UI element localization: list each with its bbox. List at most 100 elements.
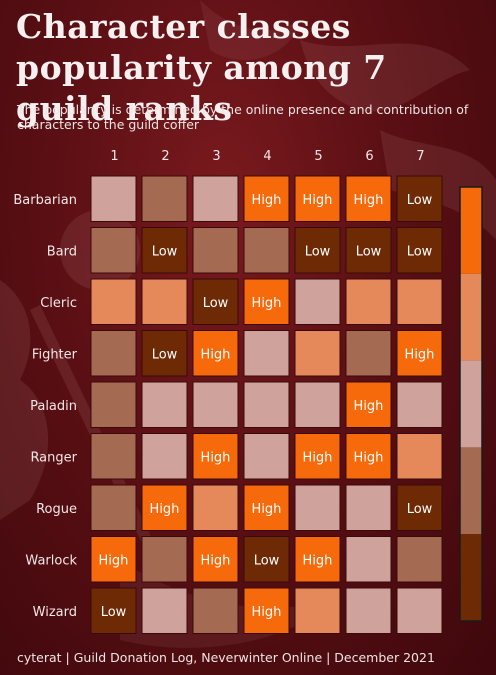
legend-segment [460, 534, 482, 621]
heatmap-cell [345, 484, 392, 531]
heatmap-cell [345, 227, 392, 274]
x-tick-label: 5 [314, 149, 322, 164]
heatmap-cell [243, 227, 290, 274]
heatmap-cell [192, 587, 239, 634]
heatmap-cell [192, 536, 239, 583]
heatmap-cell [396, 536, 443, 583]
data-label: High [252, 296, 282, 311]
legend-segment [460, 273, 482, 361]
heatmap-cell [90, 381, 137, 428]
y-tick-label: Ranger [30, 450, 77, 465]
heatmap-cell [192, 330, 239, 377]
x-tick-label: 3 [212, 149, 220, 164]
data-label: Low [152, 347, 178, 362]
y-tick-label: Warlock [25, 553, 77, 568]
heatmap-cell [243, 536, 290, 583]
data-label: High [99, 553, 129, 568]
x-tick-label: 1 [110, 149, 118, 164]
data-label: High [201, 553, 231, 568]
heatmap-cell [90, 536, 137, 583]
data-label: High [252, 502, 282, 517]
heatmap-cell [192, 175, 239, 222]
heatmap-cell [243, 330, 290, 377]
heatmap-cell [396, 381, 443, 428]
heatmap-cell [141, 381, 188, 428]
heatmap-cell [90, 227, 137, 274]
heatmap-cell [243, 278, 290, 325]
heatmap-cell [90, 330, 137, 377]
heatmap-cell [345, 278, 392, 325]
heatmap-cell [294, 381, 341, 428]
y-tick-label: Bard [47, 244, 77, 259]
y-tick-label: Wizard [33, 605, 77, 620]
heatmap-cell [243, 433, 290, 480]
heatmap-cell [294, 433, 341, 480]
data-label: High [252, 605, 282, 620]
data-label: High [405, 347, 435, 362]
heatmap-cell [294, 175, 341, 222]
data-label: High [303, 450, 333, 465]
heatmap-cell [294, 484, 341, 531]
heatmap-cell [90, 587, 137, 634]
heatmap-cell [243, 484, 290, 531]
data-label: Low [407, 244, 433, 259]
x-tick-label: 4 [263, 149, 271, 164]
heatmap-cell [141, 227, 188, 274]
data-label: High [303, 553, 333, 568]
data-label: High [201, 347, 231, 362]
heatmap-cell [141, 484, 188, 531]
heatmap-cell [345, 433, 392, 480]
data-label: High [150, 502, 180, 517]
y-tick-label: Cleric [40, 296, 77, 311]
y-tick-label: Paladin [30, 399, 77, 414]
heatmap-cell [90, 484, 137, 531]
chart-subtitle: The popularity is determined by the onli… [17, 102, 469, 132]
data-label: High [354, 193, 384, 208]
heatmap-cell [243, 175, 290, 222]
data-label: High [252, 193, 282, 208]
heatmap-cell [90, 278, 137, 325]
heatmap-cell [192, 433, 239, 480]
legend-segment [460, 187, 482, 274]
chart-footer: cyterat | Guild Donation Log, Neverwinte… [17, 650, 435, 665]
data-label: High [303, 193, 333, 208]
data-label: Low [203, 296, 229, 311]
heatmap-cell [141, 536, 188, 583]
data-label: High [354, 399, 384, 414]
data-label: Low [407, 193, 433, 208]
heatmap-cell [192, 227, 239, 274]
legend-segment [460, 360, 482, 448]
heatmap-cell [345, 536, 392, 583]
heatmap-cell [345, 381, 392, 428]
legend-border [459, 186, 483, 622]
x-tick-label: 2 [161, 149, 169, 164]
heatmap-cell [192, 381, 239, 428]
y-tick-label: Fighter [32, 347, 78, 362]
chart-title: Character classes popularity among 7 gui… [16, 7, 387, 128]
heatmap-cell [396, 484, 443, 531]
heatmap-cell [294, 587, 341, 634]
heatmap-cell [192, 278, 239, 325]
heatmap-cell [192, 484, 239, 531]
data-label: Low [305, 244, 331, 259]
x-tick-label: 7 [416, 149, 424, 164]
data-label: Low [152, 244, 178, 259]
heatmap-cell [243, 587, 290, 634]
data-label: Low [356, 244, 382, 259]
heatmap-cell [345, 175, 392, 222]
heatmap-cell [141, 433, 188, 480]
heatmap-cell [345, 330, 392, 377]
heatmap-cell [396, 175, 443, 222]
legend-segment [460, 447, 482, 535]
heatmap-cell [243, 381, 290, 428]
data-label: Low [101, 605, 127, 620]
heatmap-cell [294, 278, 341, 325]
heatmap-cell [396, 227, 443, 274]
heatmap-cell [294, 330, 341, 377]
data-label: High [354, 450, 384, 465]
heatmap-cell [294, 536, 341, 583]
y-tick-label: Barbarian [13, 193, 77, 208]
heatmap-cell [90, 433, 137, 480]
heatmap-cell [141, 175, 188, 222]
heatmap-cell [396, 330, 443, 377]
